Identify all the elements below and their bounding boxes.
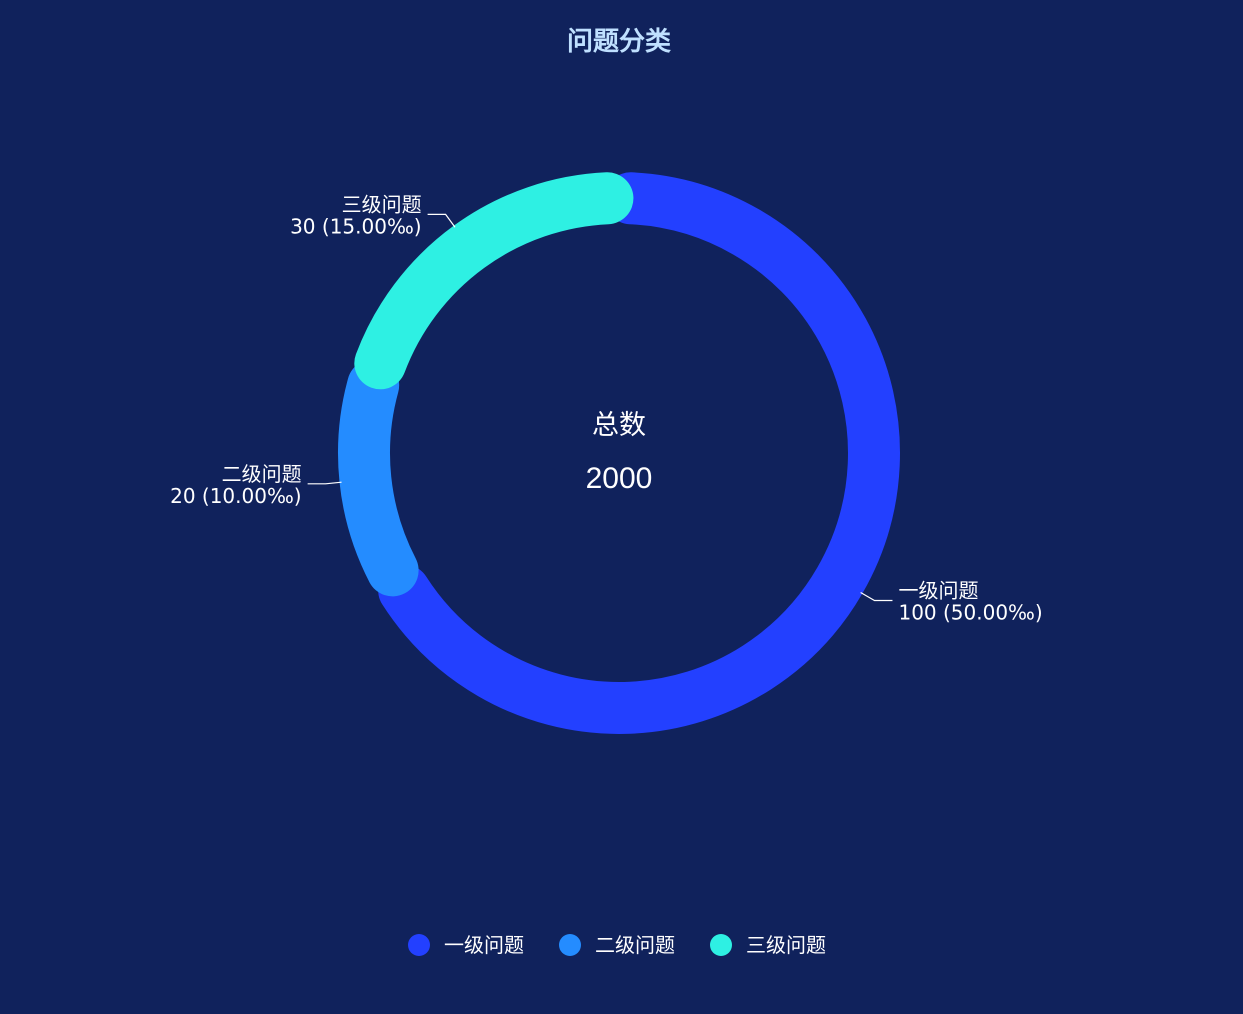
legend-label-1: 一级问题 <box>444 933 524 957</box>
slice-label-value-3: 30 (15.00‰) <box>290 214 422 238</box>
slice-label-name-2: 二级问题 <box>222 462 302 486</box>
legend-item-1[interactable]: 一级问题 <box>408 933 524 957</box>
slices-layer <box>338 172 900 734</box>
slice-label-name-1: 一级问题 <box>898 579 978 603</box>
slice-label-line-3 <box>427 213 456 228</box>
slice-label-line-1 <box>860 591 893 602</box>
chart-title: 问题分类 <box>567 27 671 57</box>
slice-label-name-3: 三级问题 <box>342 192 422 216</box>
slice-3[interactable] <box>354 172 634 390</box>
center-value: 2000 <box>586 462 653 495</box>
legend-item-3[interactable]: 三级问题 <box>710 933 826 957</box>
slice-label-value-1: 100 (50.00‰) <box>898 601 1042 625</box>
slice-1[interactable] <box>378 172 900 734</box>
legend-label-3: 三级问题 <box>746 933 826 957</box>
center-label: 总数 <box>592 410 646 441</box>
legend-label-2: 二级问题 <box>595 933 675 957</box>
legend: 一级问题 二级问题 三级问题 <box>408 933 826 957</box>
slice-label-value-2: 20 (10.00‰) <box>170 484 302 508</box>
legend-item-2[interactable]: 二级问题 <box>559 933 675 957</box>
legend-marker-1 <box>408 934 430 956</box>
legend-marker-3 <box>710 934 732 956</box>
slice-label-line-2 <box>307 481 342 485</box>
legend-marker-2 <box>559 934 581 956</box>
slice-2[interactable] <box>338 359 419 597</box>
